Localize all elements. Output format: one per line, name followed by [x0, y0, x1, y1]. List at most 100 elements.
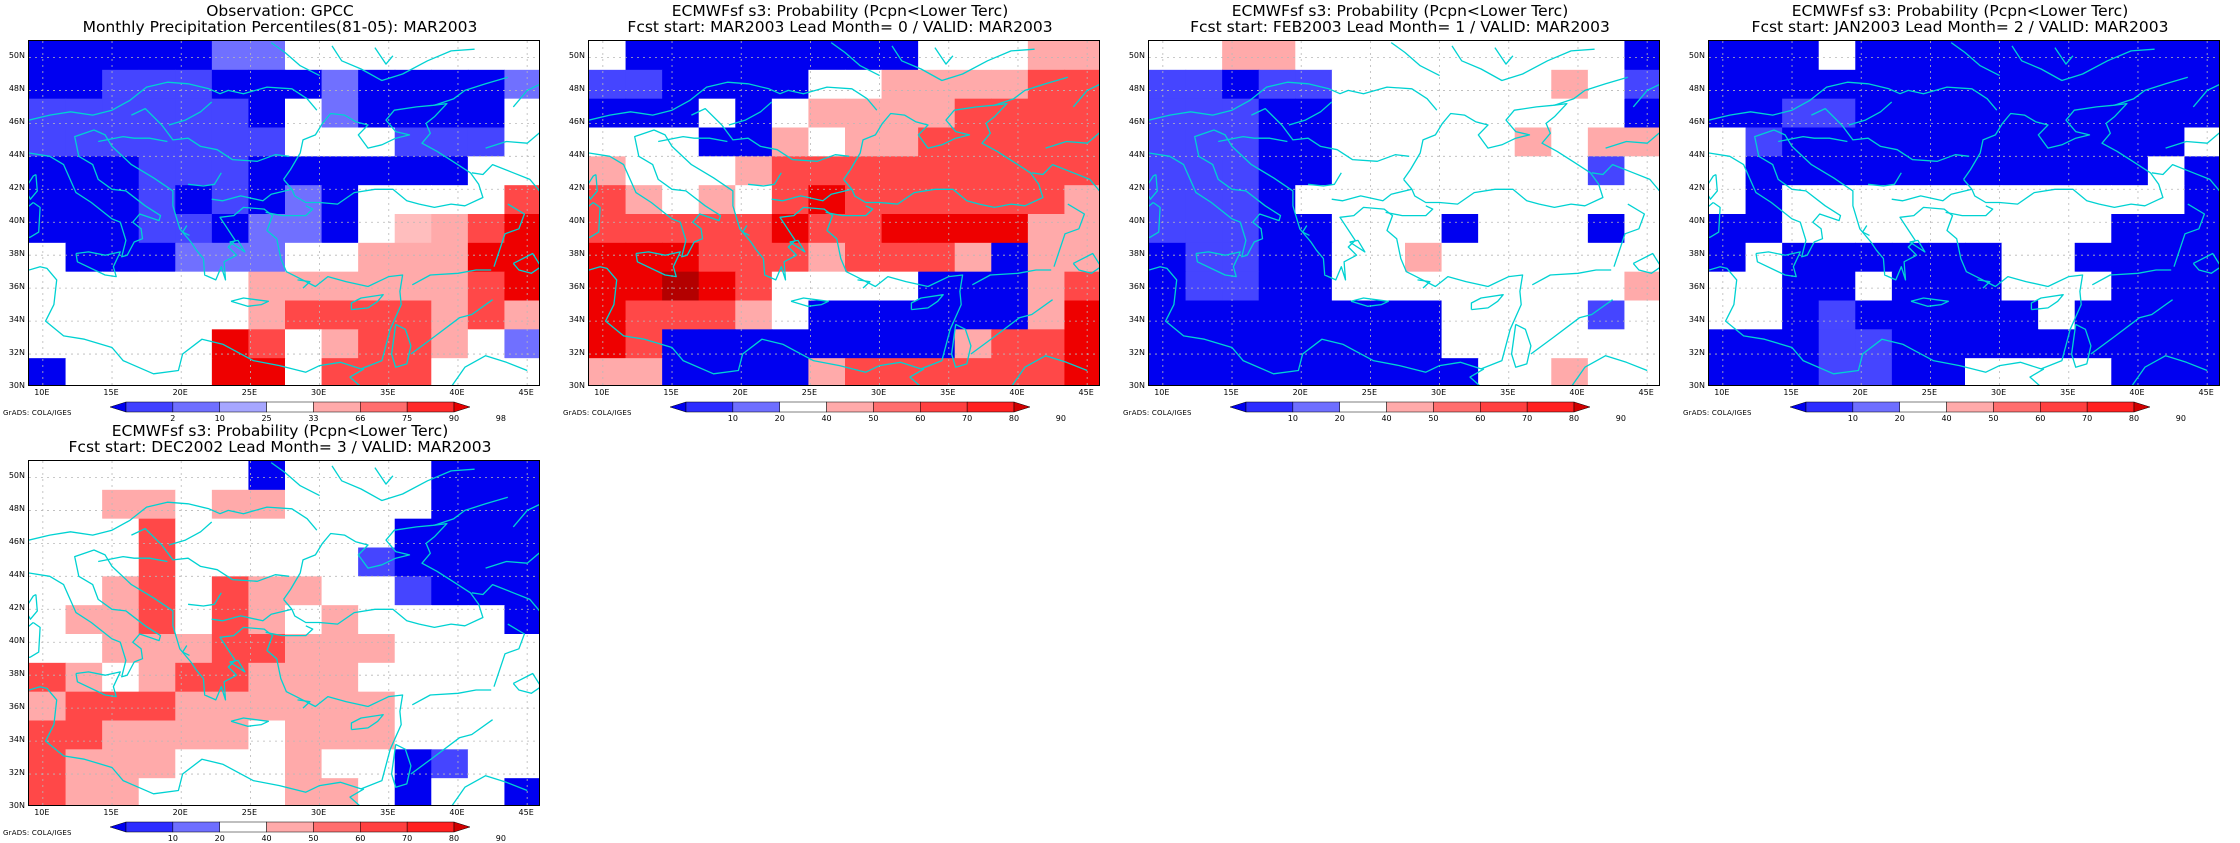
- coastline: [934, 47, 954, 65]
- coastline: [98, 555, 168, 563]
- grid-cell: [138, 547, 176, 577]
- grid-cell: [2074, 214, 2112, 244]
- longitude-label: 10E: [34, 808, 50, 817]
- grid-cell: [248, 749, 286, 779]
- grid-cell: [1064, 271, 1099, 302]
- grid-cell: [845, 156, 883, 186]
- coastline: [1632, 252, 1659, 274]
- grid-cell: [102, 69, 140, 100]
- grid-cell: [1405, 300, 1443, 330]
- grid-cell: [2074, 127, 2112, 157]
- grid-cell: [102, 720, 140, 750]
- grid-cell: [504, 634, 539, 664]
- grid-cell: [1027, 69, 1066, 100]
- grid-cell: [467, 69, 506, 100]
- coastline: [1331, 188, 1413, 202]
- grid-cell: [65, 720, 103, 750]
- colorbar-segment: [313, 821, 361, 833]
- grid-cell: [65, 634, 103, 664]
- grid-cell: [771, 127, 810, 157]
- grads-credit: GrADS: COLA/IGES: [1683, 409, 1752, 417]
- grid-cell: [285, 662, 323, 693]
- grid-cell: [1965, 127, 2003, 157]
- grid-cell: [2038, 300, 2076, 330]
- grid-cell: [358, 156, 396, 186]
- grid-cell: [918, 300, 956, 330]
- grid-cell: [358, 662, 396, 693]
- grid-cell: [1441, 98, 1479, 129]
- coastline: [1451, 45, 1595, 82]
- grid-cell: [1965, 98, 2003, 129]
- grid-cell: [1149, 127, 1187, 157]
- grid-cell: [1064, 242, 1099, 273]
- coastline: [390, 743, 412, 788]
- grid-cell: [1818, 242, 1856, 273]
- colorbar-segment: [920, 401, 968, 413]
- coastline: [270, 42, 320, 77]
- colorbar-segment: [685, 401, 734, 413]
- grid-cell: [248, 518, 286, 549]
- grid-cell: [2038, 214, 2076, 244]
- grid-cell: [248, 358, 286, 385]
- grid-cell: [1551, 156, 1589, 186]
- grid-cell: [29, 634, 67, 664]
- grid-cell: [394, 634, 432, 664]
- grid-cell: [1855, 156, 1893, 186]
- grid-cell: [2074, 300, 2112, 330]
- grid-cell: [321, 185, 359, 215]
- grads-credit: GrADS: COLA/IGES: [1123, 409, 1192, 417]
- coastline: [390, 323, 412, 368]
- grid-cell: [285, 214, 323, 244]
- grid-cell: [358, 41, 396, 71]
- grid-cell: [504, 271, 539, 302]
- map-title-line-1: ECMWFsf s3: Probability (Pcpn<Lower Terc…: [671, 2, 1009, 20]
- longitude-label: 10E: [1714, 388, 1730, 397]
- grid-cell: [358, 242, 396, 273]
- grid-cell: [918, 242, 956, 273]
- latitude-label: 34N: [1688, 315, 1705, 325]
- grid-cell: [1709, 271, 1747, 302]
- latitude-label: 46N: [1128, 117, 1145, 127]
- grid-cell: [845, 329, 883, 359]
- colorbar-label: 50: [1988, 414, 1999, 423]
- grid-cell: [248, 547, 286, 577]
- grid-cell: [321, 720, 359, 750]
- latitude-label: 50N: [1688, 51, 1705, 61]
- colorbar-segment: [1993, 401, 2041, 413]
- longitude-label: 40E: [449, 808, 465, 817]
- grid-cell: [1745, 41, 1783, 71]
- grid-cell: [2001, 214, 2039, 244]
- coastline: [830, 42, 880, 77]
- grid-cell: [175, 576, 213, 606]
- grid-cell: [845, 214, 883, 244]
- grid-cell: [954, 156, 992, 186]
- coastline: [493, 203, 526, 267]
- grid-cell: [248, 185, 286, 215]
- grid-cell: [1928, 185, 1966, 215]
- grid-cell: [625, 41, 663, 71]
- grid-cell: [1368, 127, 1406, 157]
- grid-cell: [662, 358, 700, 385]
- longitude-label: 35E: [380, 388, 396, 397]
- grid-cell: [467, 691, 506, 722]
- grid-cell: [285, 547, 323, 577]
- grid-cell: [1514, 242, 1552, 273]
- coastline: [1613, 203, 1646, 267]
- coastline: [211, 608, 293, 622]
- grid-cell: [2001, 329, 2039, 359]
- grid-cell: [504, 300, 539, 330]
- longitude-label: 40E: [1009, 388, 1025, 397]
- colorbar-label: 60: [915, 414, 926, 423]
- grid-cell: [138, 300, 176, 330]
- coastline: [2011, 45, 2155, 82]
- grid-cell: [698, 242, 736, 273]
- longitude-label: 40E: [1569, 388, 1585, 397]
- grid-cell: [1551, 185, 1589, 215]
- coastline: [843, 102, 1044, 209]
- grid-cell: [1709, 214, 1747, 244]
- grid-cell: [1928, 41, 1966, 71]
- coastline: [1011, 355, 1088, 385]
- colorbar: [110, 821, 471, 833]
- grid-cell: [1965, 329, 2003, 359]
- grid-cell: [285, 69, 323, 100]
